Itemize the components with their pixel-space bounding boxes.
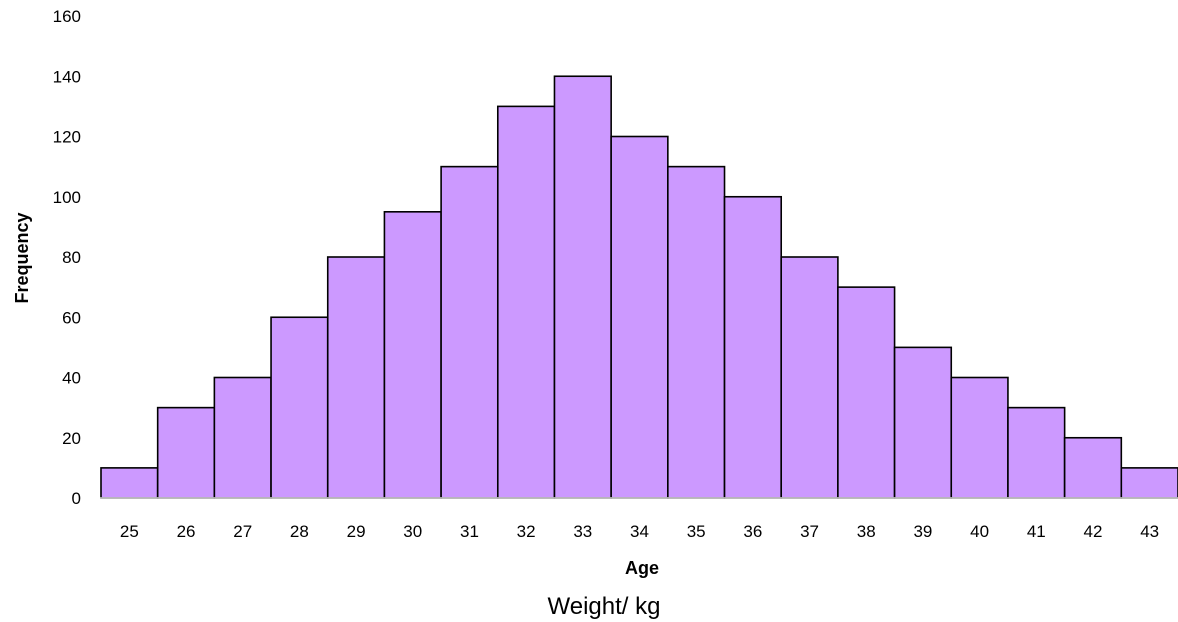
x-tick-label: 32 [517,522,536,541]
y-tick-labels: 0 20 40 60 80 100 120 140 160 [53,7,81,508]
bar-33 [553,75,612,499]
y-axis-title: Frequency [12,212,32,303]
bar-32 [496,105,556,499]
bar-34 [610,135,669,499]
x-tick-label: 25 [120,522,139,541]
bar-28 [270,316,329,499]
x-tick-label: 33 [573,522,592,541]
bar-27 [213,376,272,499]
bar-43 [1120,467,1178,499]
x-tick-label: 40 [970,522,989,541]
chart-caption: Weight/ kg [548,593,661,620]
x-tick-label: 43 [1140,522,1159,541]
y-tick-label: 40 [62,369,81,388]
y-tick-label: 140 [53,67,81,86]
x-tick-label: 30 [403,522,422,541]
bars-group [100,75,1178,499]
y-tick-label: 80 [62,248,81,267]
bar-40 [950,376,1009,499]
x-axis-title: Age [625,558,659,578]
bar-26 [156,406,216,499]
bar-42 [1063,436,1123,499]
bar-35 [667,165,726,499]
x-tick-label: 37 [800,522,819,541]
bar-29 [326,256,386,499]
y-tick-label: 120 [53,128,81,147]
bar-37 [780,256,839,499]
bar-30 [383,211,442,499]
bar-38 [837,286,896,499]
y-tick-label: 160 [53,7,81,26]
x-tick-label: 35 [687,522,706,541]
x-tick-label: 36 [743,522,762,541]
x-tick-label: 29 [347,522,366,541]
x-tick-label: 27 [233,522,252,541]
y-tick-label: 60 [62,308,81,327]
x-tick-label: 31 [460,522,479,541]
x-tick-label: 26 [177,522,196,541]
y-tick-label: 0 [72,489,81,508]
bar-36 [723,195,783,499]
x-tick-label: 34 [630,522,649,541]
bar-31 [440,165,499,499]
bar-25 [100,467,159,499]
y-tick-label: 20 [62,429,81,448]
y-tick-label: 100 [53,188,81,207]
x-tick-label: 38 [857,522,876,541]
x-tick-label: 28 [290,522,309,541]
x-tick-label: 42 [1084,522,1103,541]
x-tick-label: 41 [1027,522,1046,541]
x-tick-label: 39 [913,522,932,541]
bar-39 [893,346,953,499]
x-tick-labels: 25 26 27 28 29 30 31 32 33 34 35 36 37 38 39 40 41 42 43 [120,522,1159,541]
bar-41 [1007,406,1066,499]
